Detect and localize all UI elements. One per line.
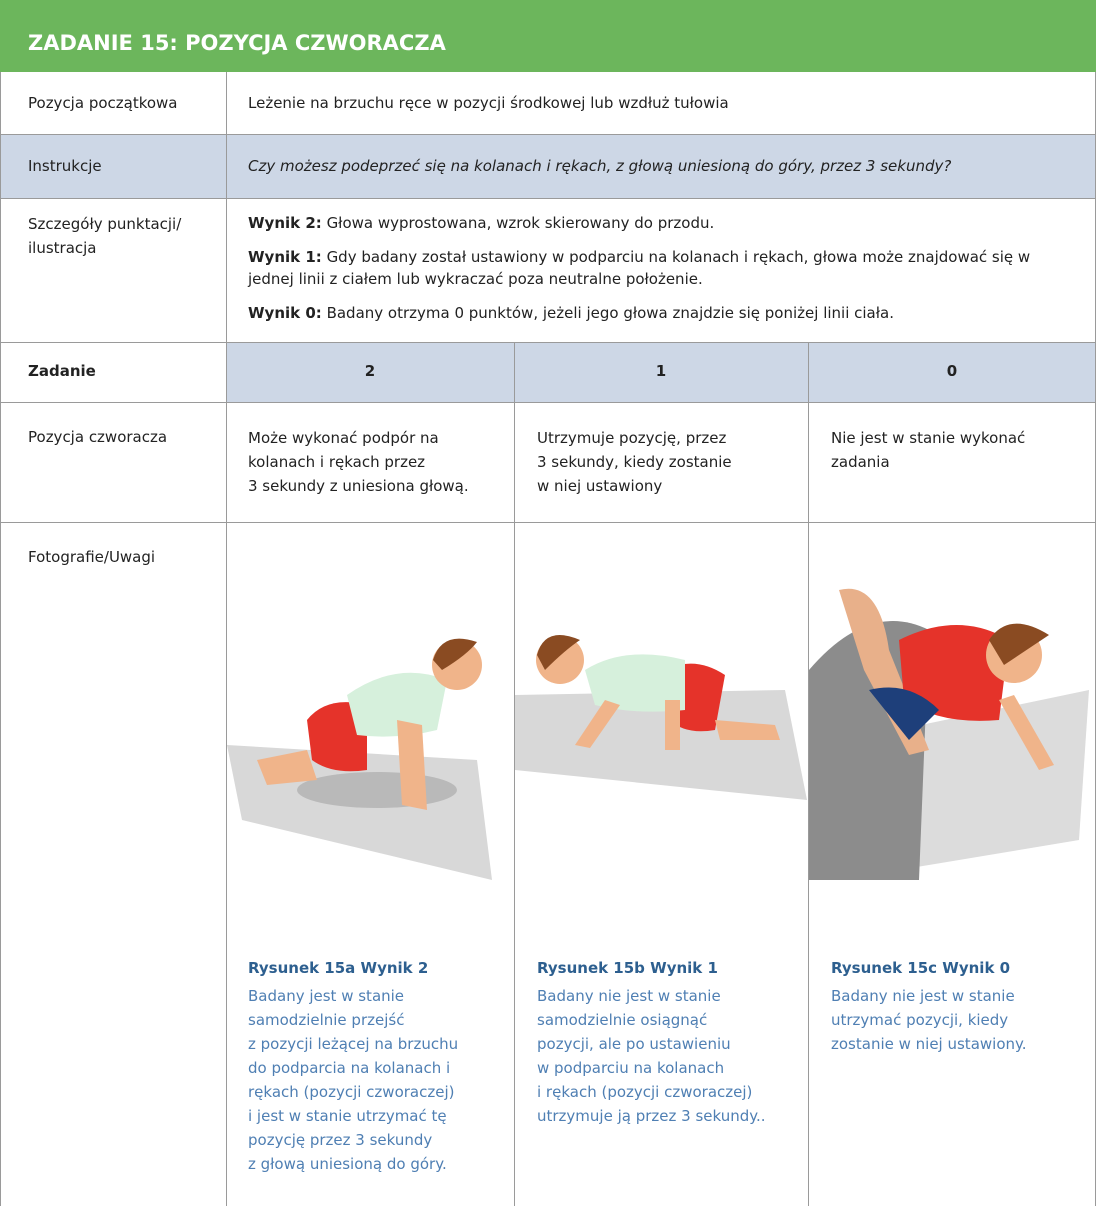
row-label: Pozycja czworacza (28, 428, 168, 446)
rule (514, 342, 515, 1206)
rule (226, 72, 227, 1206)
score: Wynik 1: Gdy badany został ustawiony w p… (248, 246, 1078, 290)
text-line: z pozycji leżącej na brzuchu (248, 1035, 459, 1053)
text-line: samodzielnie osiągnąć (537, 1011, 708, 1029)
text-line: ilustracja (28, 239, 97, 257)
figure-title: Rysunek 15b Wynik 1 (537, 959, 718, 977)
figure-text: Badany jest w stanie samodzielnie przejść… (248, 984, 458, 1176)
score: Wynik 2: Głowa wyprostowana, wzrok skier… (248, 212, 1078, 234)
score-label: Wynik 0: (248, 304, 322, 322)
row-text: Leżenie na brzuchu ręce w pozycji środko… (248, 94, 729, 112)
rule (0, 72, 1, 1206)
figure-text: Badany nie jest w stanie utrzymać pozycji… (831, 984, 1027, 1056)
text-line: w podparciu na kolanach (537, 1059, 725, 1077)
text-line: zostanie w niej ustawiony. (831, 1035, 1027, 1053)
row-text: Czy możesz podeprzeć się na kolanach i r… (248, 157, 952, 175)
score-label: Wynik 2: (248, 214, 322, 232)
row-label: Fotografie/Uwagi (28, 548, 156, 566)
column-head: 2 (364, 362, 376, 380)
rule (0, 134, 1096, 135)
rule (0, 342, 1096, 343)
text-line: rękach (pozycji czworaczej) (248, 1083, 455, 1101)
text-line: do podparcia na kolanach i (248, 1059, 451, 1077)
figure-title: Rysunek 15c Wynik 0 (831, 959, 1011, 977)
text-line: z głową uniesioną do góry. (248, 1155, 447, 1173)
row-bg (226, 343, 1096, 402)
column-head: 1 (655, 362, 667, 380)
text-line: Badany nie jest w stanie (537, 987, 721, 1005)
text-line: Badany jest w stanie (248, 987, 405, 1005)
cell: Nie jest w stanie wykonać zadania (831, 426, 1025, 474)
column-head: 0 (946, 362, 958, 380)
header-title: ZADANIE 15: POZYCJA CZWORACZA (28, 31, 446, 55)
header-bar (0, 0, 1096, 72)
figure-text: Badany nie jest w stanie samodzielnie osi… (537, 984, 766, 1128)
row-label: Pozycja początkowa (28, 94, 178, 112)
figure-caption: Rysunek 15b Wynik 1 Badany nie jest w st… (537, 956, 766, 1128)
rule (0, 402, 1096, 403)
text-line: samodzielnie przejść (248, 1011, 405, 1029)
text-line: pozycji, ale po ustawieniu (537, 1035, 731, 1053)
scores: Wynik 2: Głowa wyprostowana, wzrok skier… (248, 212, 1078, 336)
illustration (515, 635, 807, 800)
score-text: Głowa wyprostowana, wzrok skierowany do … (326, 214, 715, 232)
text-line: 3 sekundy, kiedy zostanie (537, 453, 732, 471)
text-line: pozycję przez 3 sekundy (248, 1131, 433, 1149)
text-line: Może wykonać podpór na (248, 429, 439, 447)
figure-title: Rysunek 15a Wynik 2 (248, 959, 429, 977)
text-line: zadania (831, 453, 890, 471)
rule (808, 342, 809, 1206)
figure-caption: Rysunek 15c Wynik 0 Badany nie jest w st… (831, 956, 1027, 1056)
rule (0, 198, 1096, 199)
cell: Utrzymuje pozycję, przez 3 sekundy, kiedy… (537, 426, 732, 498)
rule (0, 522, 1096, 523)
score-text: Gdy badany został ustawiony w podparciu … (248, 248, 1031, 288)
figure-caption: Rysunek 15a Wynik 2 Badany jest w stanie… (248, 956, 458, 1176)
text-line: 3 sekundy z uniesiona głową. (248, 477, 469, 495)
text-line: Badany nie jest w stanie (831, 987, 1015, 1005)
row-bg (0, 135, 1096, 198)
score-label: Wynik 1: (248, 248, 322, 266)
text-line: i jest w stanie utrzymać tę (248, 1107, 447, 1125)
text-line: utrzymuje ją przez 3 sekundy.. (537, 1107, 766, 1125)
text-line: w niej ustawiony (537, 477, 663, 495)
row-label: Szczegóły punktacji/ilustracja (28, 212, 181, 260)
score-text: Badany otrzyma 0 punktów, jeżeli jego gł… (326, 304, 894, 322)
row-label: Instrukcje (28, 157, 102, 175)
text-line: kolanach i rękach przez (248, 453, 426, 471)
text-line: Utrzymuje pozycję, przez (537, 429, 727, 447)
illustration (227, 638, 492, 880)
illustration (809, 588, 1089, 880)
score: Wynik 0: Badany otrzyma 0 punktów, jeżel… (248, 302, 1078, 324)
text-line: Szczegóły punktacji/ (28, 215, 182, 233)
text-line: utrzymać pozycji, kiedy (831, 1011, 1009, 1029)
text-line: i rękach (pozycji czworaczej) (537, 1083, 753, 1101)
cell: Może wykonać podpór na kolanach i rękach … (248, 426, 469, 498)
text-line: Nie jest w stanie wykonać (831, 429, 1026, 447)
row-label: Zadanie (28, 362, 96, 380)
